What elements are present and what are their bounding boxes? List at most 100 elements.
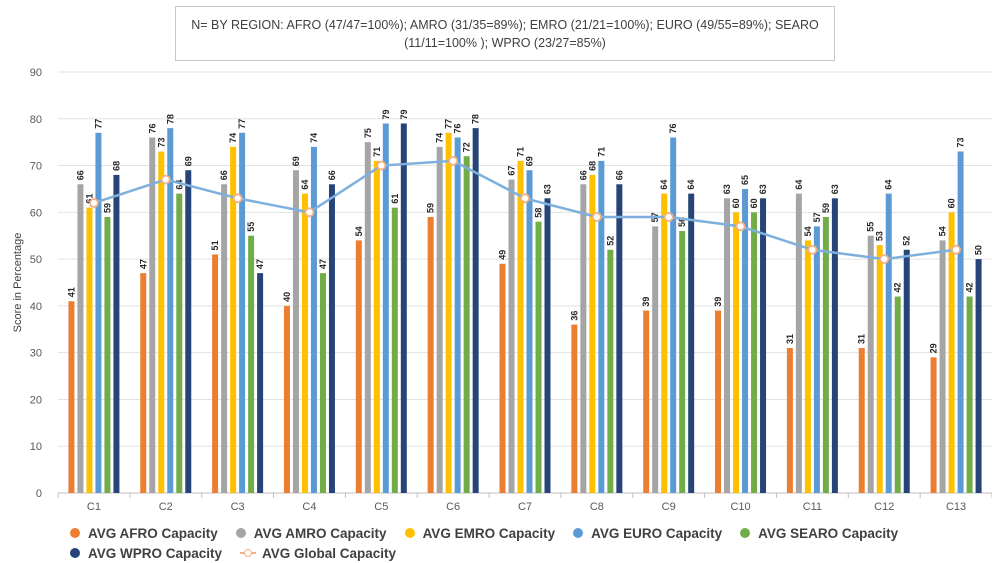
- bar: [616, 184, 623, 493]
- bar: [104, 217, 111, 493]
- bar: [445, 132, 452, 494]
- bar: [598, 160, 605, 493]
- bar-data-label: 66: [327, 170, 337, 180]
- bar: [77, 184, 84, 493]
- line-point: [520, 193, 530, 204]
- bar: [149, 137, 156, 493]
- legend-label: AVG SEARO Capacity: [758, 525, 899, 541]
- bar-data-label: 41: [66, 287, 76, 297]
- legend-swatch: [235, 528, 246, 538]
- bar: [822, 217, 829, 493]
- legend-swatch: [740, 528, 751, 538]
- legend-swatch: [70, 528, 80, 538]
- x-tick-label: C3: [231, 501, 245, 513]
- line-point: [89, 198, 99, 208]
- bar: [580, 184, 587, 493]
- bar-data-label: 51: [210, 240, 220, 250]
- bar-data-label: 73: [156, 138, 166, 148]
- bar-data-label: 47: [318, 259, 328, 269]
- bar: [373, 160, 380, 493]
- bar-data-label: 54: [938, 226, 948, 236]
- bar: [939, 240, 946, 493]
- bar-data-label: 47: [255, 259, 265, 269]
- bar: [795, 193, 802, 493]
- bar: [607, 249, 614, 493]
- line-point: [807, 244, 818, 255]
- bar-data-label: 39: [713, 297, 723, 307]
- bar: [292, 170, 299, 493]
- chart-subtitle-box: N= BY REGION: AFRO (47/47=100%); AMRO (3…: [175, 6, 835, 61]
- bar-data-label: 58: [534, 208, 544, 218]
- bar-data-label: 71: [516, 147, 526, 157]
- bar-data-label: 31: [785, 334, 795, 344]
- bar-data-label: 76: [668, 123, 678, 133]
- bar: [517, 160, 524, 493]
- bar: [948, 212, 955, 494]
- bar: [364, 142, 371, 493]
- x-tick-label: C11: [803, 501, 822, 513]
- bar-data-label: 75: [363, 128, 373, 138]
- bar-data-label: 29: [929, 343, 939, 353]
- bar-data-label: 53: [875, 231, 885, 241]
- bar: [751, 212, 758, 494]
- y-tick-label: 10: [30, 441, 42, 453]
- bar: [230, 146, 237, 493]
- bar-data-label: 66: [578, 170, 588, 180]
- bar-data-label: 79: [399, 109, 409, 119]
- bar: [876, 245, 883, 493]
- legend-swatch: [70, 548, 80, 558]
- y-tick-label: 60: [30, 207, 42, 219]
- y-tick-label: 50: [30, 254, 42, 266]
- bar: [427, 217, 434, 493]
- bar-data-label: 36: [569, 311, 579, 321]
- line-point: [160, 174, 171, 185]
- bar: [454, 137, 461, 493]
- legend-row: AVG WPRO Capacity AVG Global Capacity: [70, 543, 980, 563]
- line-point: [879, 254, 890, 265]
- bar-data-label: 49: [498, 250, 508, 260]
- bar-data-label: 71: [372, 147, 382, 157]
- bar-data-label: 66: [219, 170, 229, 180]
- bar-data-label: 77: [444, 119, 454, 129]
- bar: [436, 146, 443, 493]
- line-point: [448, 155, 459, 166]
- y-tick-label: 70: [30, 161, 42, 173]
- bar-data-label: 61: [390, 194, 400, 204]
- bar: [786, 347, 793, 493]
- bar-data-label: 56: [677, 217, 687, 227]
- bar: [526, 170, 533, 493]
- x-tick-label: C4: [302, 501, 316, 513]
- bar-data-label: 76: [453, 123, 463, 133]
- bar-data-label: 74: [228, 133, 238, 143]
- y-tick-label: 40: [30, 301, 42, 313]
- bar-data-label: 64: [300, 180, 310, 190]
- bar: [858, 347, 865, 493]
- bar-data-label: 54: [354, 226, 364, 236]
- bar: [355, 240, 362, 493]
- bar-data-label: 60: [731, 198, 741, 208]
- y-tick-label: 90: [30, 67, 42, 79]
- bar: [661, 193, 668, 493]
- y-tick-label: 80: [30, 114, 42, 126]
- bar-data-label: 64: [794, 180, 804, 190]
- bar: [643, 310, 650, 493]
- chart-legend: AVG AFRO Capacity AVG AMRO Capacity AVG EM…: [70, 523, 980, 563]
- bar: [212, 254, 219, 493]
- legend-item: AVG WPRO Capacity: [70, 546, 222, 561]
- line-point: [951, 244, 961, 255]
- bar-data-label: 42: [965, 283, 975, 293]
- legend-line-swatch: [240, 548, 257, 558]
- bar-data-label: 54: [803, 226, 813, 236]
- bar: [248, 235, 255, 493]
- x-tick-label: C10: [730, 501, 750, 513]
- y-axis-label: Score in Percentage: [12, 233, 24, 333]
- bar-data-label: 52: [902, 236, 912, 246]
- legend-label: AVG EMRO Capacity: [422, 525, 556, 541]
- bar-data-label: 64: [884, 180, 894, 190]
- bar: [867, 235, 874, 493]
- legend-item: AVG AFRO Capacity: [70, 526, 218, 541]
- bar: [185, 170, 192, 493]
- bar: [724, 198, 731, 494]
- legend-label: AVG Global Capacity: [262, 545, 397, 561]
- bar: [95, 132, 102, 494]
